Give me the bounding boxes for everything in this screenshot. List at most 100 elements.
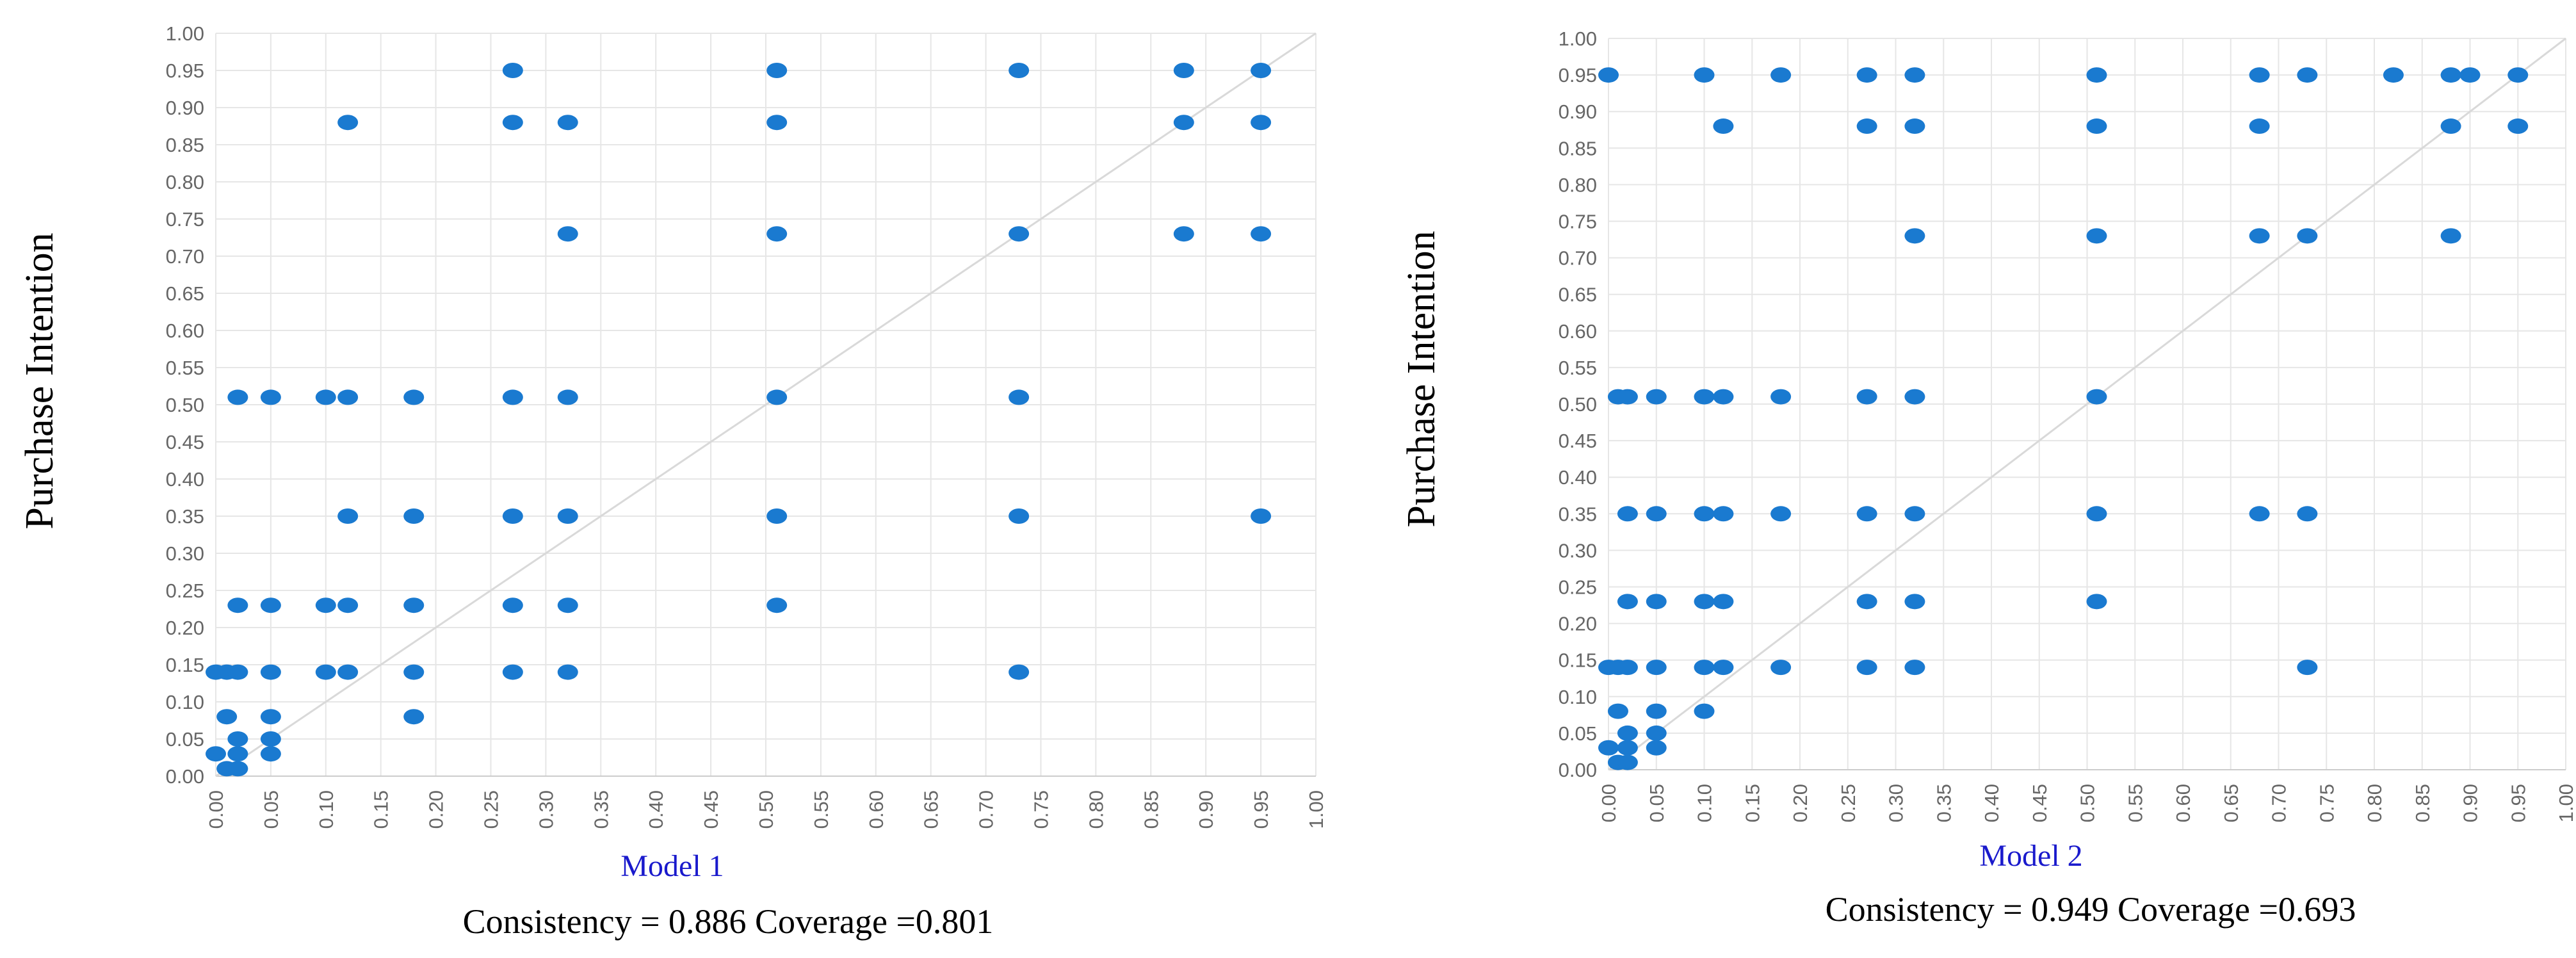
y-tick-label: 0.15 xyxy=(166,654,204,676)
y-tick-label: 0.75 xyxy=(1559,211,1597,233)
x-tick-label: 0.85 xyxy=(1140,790,1162,829)
x-tick-label: 0.60 xyxy=(2172,784,2194,822)
data-point xyxy=(1904,506,1925,522)
x-tick-label: 0.75 xyxy=(1030,790,1053,829)
x-tick-label: 0.15 xyxy=(1741,784,1763,822)
y-tick-label: 0.80 xyxy=(1559,174,1597,196)
data-point xyxy=(766,508,788,524)
data-point xyxy=(1646,703,1667,719)
data-point xyxy=(1904,594,1925,610)
data-point xyxy=(1646,725,1667,741)
data-point xyxy=(260,664,281,680)
data-point xyxy=(1646,660,1667,676)
data-point xyxy=(403,597,425,613)
y-tick-label: 0.25 xyxy=(1559,576,1597,599)
data-point xyxy=(227,597,248,613)
y-tick-label: 0.20 xyxy=(166,617,204,639)
data-point xyxy=(1713,389,1734,405)
data-point xyxy=(1617,754,1638,770)
y-tick-label: 0.70 xyxy=(166,245,204,268)
data-point xyxy=(2086,506,2107,522)
data-point xyxy=(1646,594,1667,610)
x-tick-label: 0.45 xyxy=(2029,784,2051,822)
x-tick-label: 0.95 xyxy=(1250,790,1272,829)
data-point xyxy=(1770,506,1792,522)
data-point xyxy=(1598,67,1619,83)
x-tick-label: 0.60 xyxy=(865,790,887,829)
diagonal-reference-line xyxy=(1608,37,2566,771)
x-tick-label: 0.75 xyxy=(2315,784,2338,822)
x-tick-label: 0.45 xyxy=(700,790,722,829)
x-tick-label: 0.95 xyxy=(2507,784,2529,822)
data-point xyxy=(2249,67,2270,83)
diagonal-reference-line xyxy=(215,32,1316,777)
plot-area: 0.00 0.05 0.10 0.15 0.20 0.25 0.30 0.35 0.40 0.45… xyxy=(166,22,1327,829)
x-tick-label: 0.80 xyxy=(1085,790,1107,829)
data-point xyxy=(260,389,281,405)
data-point xyxy=(2440,118,2461,134)
data-point xyxy=(260,731,281,747)
y-tick-label: 1.00 xyxy=(166,22,204,45)
y-tick-label: 0.45 xyxy=(166,431,204,453)
data-point xyxy=(260,597,281,613)
y-tick-label: 0.55 xyxy=(166,357,204,379)
y-tick-label: 0.50 xyxy=(166,394,204,416)
y-tick-label: 1.00 xyxy=(1559,28,1597,50)
y-tick-label: 0.50 xyxy=(1559,393,1597,416)
data-point xyxy=(2249,506,2270,522)
data-point xyxy=(1856,389,1877,405)
data-point xyxy=(1713,506,1734,522)
data-point xyxy=(766,115,788,131)
data-point xyxy=(1904,389,1925,405)
data-point xyxy=(2440,228,2461,244)
data-point xyxy=(766,597,788,613)
y-tick-label: 0.40 xyxy=(166,468,204,491)
x-tick-label: 1.00 xyxy=(2555,784,2576,822)
y-tick-label: 0.65 xyxy=(166,282,204,305)
data-point xyxy=(2440,67,2461,83)
data-point xyxy=(502,664,523,680)
y-tick-label: 0.90 xyxy=(166,97,204,119)
data-point xyxy=(2297,67,2318,83)
data-point xyxy=(1904,118,1925,134)
data-point xyxy=(502,389,523,405)
data-point xyxy=(557,226,578,242)
data-point xyxy=(2297,228,2318,244)
x-tick-label: 0.20 xyxy=(1789,784,1811,822)
y-tick-label: 0.65 xyxy=(1559,284,1597,306)
data-point xyxy=(1251,226,1272,242)
y-tick-label: 0.00 xyxy=(166,765,204,788)
x-tick-label: 0.25 xyxy=(1837,784,1859,822)
data-point xyxy=(315,664,336,680)
x-tick-label: 0.30 xyxy=(1885,784,1908,822)
data-point xyxy=(315,389,336,405)
y-tick-label: 0.60 xyxy=(1559,320,1597,343)
data-point xyxy=(2086,228,2107,244)
y-axis-label: Purchase Intention xyxy=(1400,231,1443,527)
data-point xyxy=(337,597,359,613)
x-tick-label: 0.15 xyxy=(370,790,393,829)
data-point xyxy=(1770,67,1792,83)
x-tick-label: 0.35 xyxy=(590,790,612,829)
data-point xyxy=(1607,703,1628,719)
data-point xyxy=(1617,660,1638,676)
data-point xyxy=(1251,508,1272,524)
data-point xyxy=(557,597,578,613)
data-point xyxy=(206,746,226,762)
data-point xyxy=(260,746,281,762)
x-tick-label: 0.30 xyxy=(535,790,557,829)
data-point xyxy=(2086,594,2107,610)
data-point xyxy=(557,115,578,131)
data-point xyxy=(1646,506,1667,522)
data-point xyxy=(1009,63,1030,78)
data-point xyxy=(502,115,523,131)
data-point xyxy=(557,508,578,524)
data-point xyxy=(1646,740,1667,756)
data-point xyxy=(1713,118,1734,134)
x-tick-label: 0.50 xyxy=(2077,784,2099,822)
y-axis-label: Purchase Intention xyxy=(18,232,61,529)
x-tick-label: 0.05 xyxy=(1646,784,1668,822)
data-point xyxy=(403,664,425,680)
data-point xyxy=(1694,660,1715,676)
